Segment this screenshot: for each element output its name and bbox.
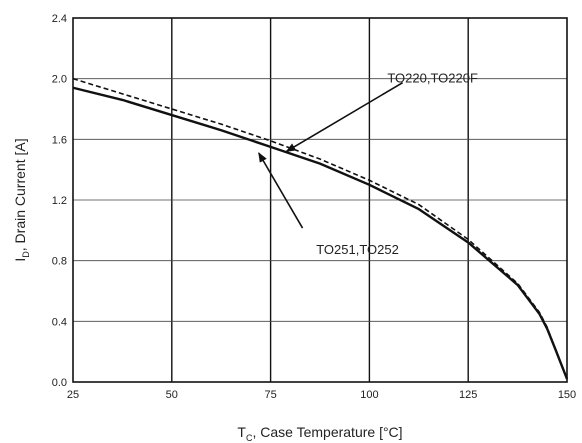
x-axis-title-rest: , Case Temperature [°C] (252, 424, 402, 440)
x-tick-label-100: 100 (360, 389, 378, 401)
y-tick-label-1-2: 1.2 (52, 195, 67, 207)
annotations: TO220,TO220F TO251,TO252 (258, 71, 478, 257)
annotation-arrow-to220-to220f (285, 81, 404, 153)
x-tick-label-25: 25 (67, 389, 79, 401)
x-axis-title-subscript: C (246, 433, 253, 443)
y-tick-label-1-6: 1.6 (52, 134, 67, 146)
y-tick-label-2-4: 2.4 (52, 13, 67, 25)
x-axis-title: TC, Case Temperature [°C] (237, 424, 402, 443)
annotation-label-to251-to252: TO251,TO252 (316, 242, 399, 257)
tick-labels: 25 50 75 100 125 150 0.0 0.4 0.8 1.2 1.6 2.0 2.4 (52, 13, 576, 401)
y-tick-label-0-4: 0.4 (52, 316, 67, 328)
y-axis-title-rest: , Drain Current [A] (12, 138, 28, 251)
y-axis-title-main: I (12, 258, 28, 262)
y-tick-label-2-0: 2.0 (52, 74, 67, 86)
x-axis-title-main: T (237, 424, 246, 440)
series-line-to251-to252 (72, 86, 569, 380)
x-tick-label-150: 150 (558, 389, 576, 401)
x-tick-label-125: 125 (459, 389, 477, 401)
x-tick-label-75: 75 (264, 389, 276, 401)
annotation-label-to220-to220f: TO220,TO220F (387, 71, 478, 86)
series-layer (72, 77, 569, 380)
annotation-arrow-to251-to252 (258, 152, 304, 229)
plot-frame (72, 17, 568, 383)
y-axis-title: ID, Drain Current [A] (12, 138, 31, 261)
x-tick-label-50: 50 (166, 389, 178, 401)
y-tick-label-0-0: 0.0 (52, 377, 67, 389)
y-axis-title-subscript: D (21, 251, 31, 258)
y-tick-label-0-8: 0.8 (52, 256, 67, 268)
grid (73, 18, 567, 382)
